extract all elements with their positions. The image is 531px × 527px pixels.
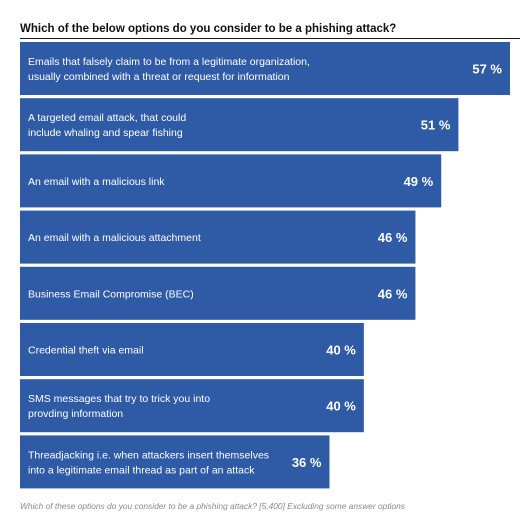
bar bbox=[20, 42, 510, 95]
bar bbox=[20, 323, 364, 376]
value-label: 46 % bbox=[378, 286, 408, 301]
category-label: An email with a malicious link bbox=[28, 176, 165, 188]
category-label: usually combined with a threat or reques… bbox=[28, 71, 290, 83]
bar-row: Threadjacking i.e. when attackers insert… bbox=[20, 435, 330, 489]
category-label: include whaling and spear fishing bbox=[28, 127, 183, 139]
value-label: 57 % bbox=[472, 62, 502, 77]
bar-row: SMS messages that try to trick you into p… bbox=[20, 379, 364, 433]
bar-row: Credential theft via email 40 % bbox=[20, 323, 364, 376]
value-label: 51 % bbox=[421, 118, 451, 133]
category-label: Credential theft via email bbox=[28, 345, 144, 357]
bar bbox=[20, 435, 330, 489]
category-label: A targeted email attack, that could bbox=[28, 112, 186, 124]
bar bbox=[20, 98, 459, 152]
bar-row: Business Email Compromise (BEC) 46 % bbox=[20, 266, 416, 320]
footnote: Which of these options do you consider t… bbox=[20, 501, 406, 511]
bar bbox=[20, 210, 416, 264]
value-label: 40 % bbox=[326, 343, 356, 358]
category-label: Threadjacking i.e. when attackers insert… bbox=[28, 449, 269, 461]
category-label: provding information bbox=[28, 408, 123, 420]
category-label: An email with a malicious attachment bbox=[28, 232, 201, 244]
value-label: 49 % bbox=[404, 174, 434, 189]
bar-row: Emails that falsely claim to be from a l… bbox=[20, 42, 510, 95]
value-label: 46 % bbox=[378, 230, 408, 245]
bar bbox=[20, 154, 442, 208]
bar bbox=[20, 266, 416, 320]
bar-row: An email with a malicious attachment 46 % bbox=[20, 210, 416, 264]
category-label: into a legitimate email thread as part o… bbox=[28, 464, 255, 476]
value-label: 36 % bbox=[292, 455, 322, 470]
category-label: SMS messages that try to trick you into bbox=[28, 393, 210, 405]
title-divider bbox=[20, 38, 520, 39]
bar bbox=[20, 379, 364, 433]
bar-row: A targeted email attack, that could inclu… bbox=[20, 98, 459, 152]
bar-row: An email with a malicious link 49 % bbox=[20, 154, 442, 208]
chart-title: Which of the below options do you consid… bbox=[20, 23, 397, 35]
category-label: Emails that falsely claim to be from a l… bbox=[28, 56, 310, 68]
category-label: Business Email Compromise (BEC) bbox=[28, 288, 194, 300]
value-label: 40 % bbox=[326, 399, 356, 414]
